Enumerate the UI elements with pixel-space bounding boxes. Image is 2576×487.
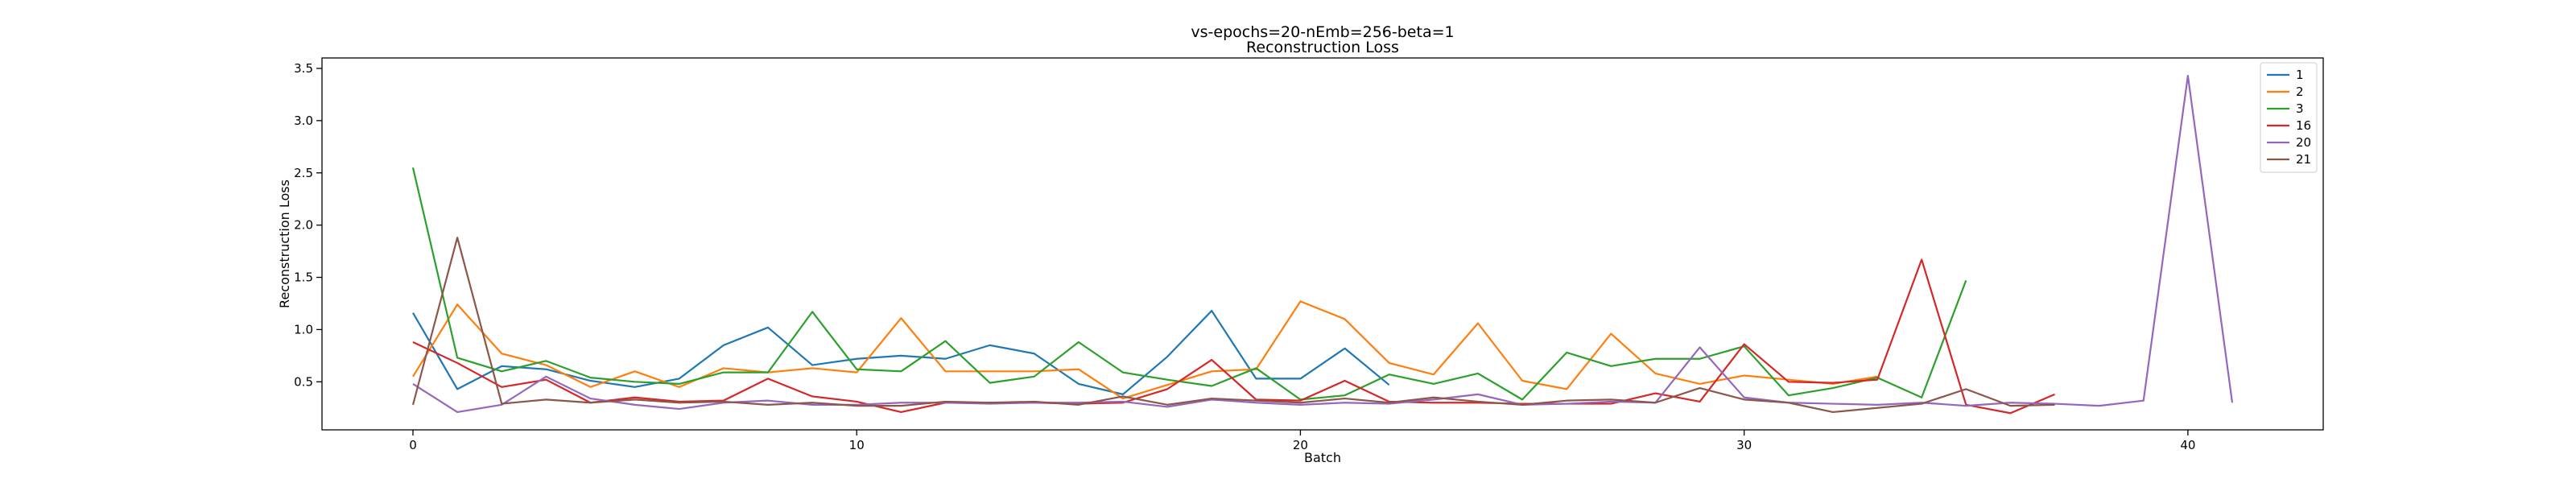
y-tick-label: 2.5 xyxy=(294,166,313,180)
x-axis-label: Batch xyxy=(1304,450,1341,465)
legend-label-3: 3 xyxy=(2296,101,2304,116)
legend-label-21: 21 xyxy=(2296,152,2311,167)
plot-area: 0 10 20 30 40 0.5 1.0 1.5 2.0 2.5 3.0 3.5 xyxy=(294,61,2234,452)
y-tick-label: 3.0 xyxy=(294,113,313,128)
legend-label-20: 20 xyxy=(2296,135,2311,150)
legend-label-1: 1 xyxy=(2296,68,2304,82)
legend: 1 2 3 16 20 21 xyxy=(2260,62,2318,173)
y-axis-label: Reconstruction Loss xyxy=(277,180,292,308)
chart-subtitle: Reconstruction Loss xyxy=(1246,39,1399,56)
y-tick-label: 3.5 xyxy=(294,61,313,76)
series-line-20 xyxy=(412,74,2234,414)
x-tick-label: 40 xyxy=(2180,438,2195,452)
series-line-2 xyxy=(412,300,1878,400)
legend-label-16: 16 xyxy=(2296,118,2311,133)
x-tick-label: 0 xyxy=(409,438,417,452)
x-tick-label: 10 xyxy=(849,438,865,452)
legend-label-2: 2 xyxy=(2296,85,2304,99)
series-line-21 xyxy=(411,237,2055,414)
x-tick-label: 30 xyxy=(1736,438,1752,452)
series-line-3 xyxy=(411,167,1967,401)
x-tick-label: 20 xyxy=(1293,438,1308,452)
y-tick-label: 1.0 xyxy=(294,322,313,336)
series-line-16 xyxy=(412,258,2055,415)
y-tick-label: 1.5 xyxy=(294,270,313,285)
plot-frame xyxy=(321,57,2324,431)
chart-title: vs-epochs=20-nEmb=256-beta=1 xyxy=(1191,23,1454,41)
y-tick-label: 2.0 xyxy=(294,218,313,233)
y-tick-label: 0.5 xyxy=(294,374,313,389)
legend-box xyxy=(2260,62,2318,173)
series-line-1 xyxy=(412,309,1390,395)
